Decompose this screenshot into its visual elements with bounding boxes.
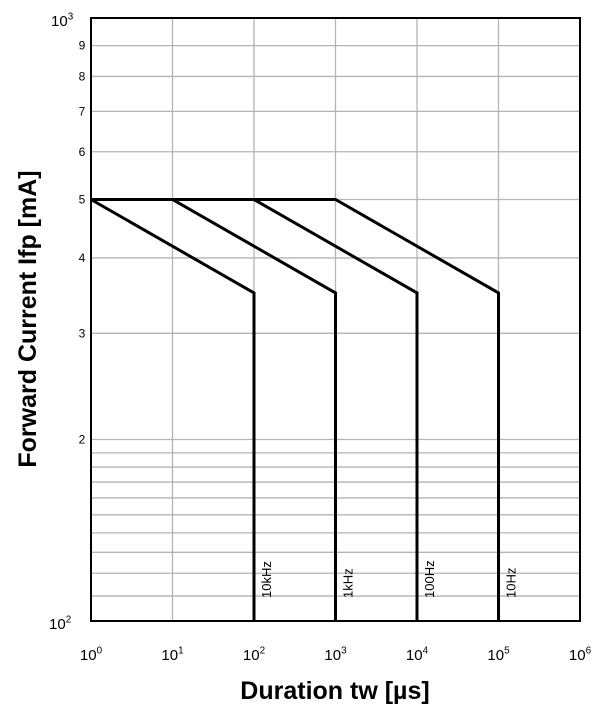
y-axis-label: Forward Current Ifp [mA] [14, 170, 42, 467]
y-tick-label: 6 [79, 145, 86, 159]
x-tick-label: 105 [487, 645, 510, 664]
x-tick-label: 104 [406, 645, 429, 664]
x-tick-label-base: 10 [569, 647, 586, 664]
series-lines [90, 198, 500, 621]
y-tick-label-min-exponent: 2 [66, 614, 72, 625]
y-tick-label: 8 [79, 69, 86, 83]
y-tick-label-min-base: 10 [49, 616, 66, 633]
series-label-1khz: 1kHz [341, 568, 356, 598]
x-tick-label: 102 [243, 645, 265, 664]
y-tick-label: 2 [79, 432, 86, 446]
y-tick-label: 3 [79, 326, 86, 340]
plot-frame [90, 17, 581, 622]
y-tick-label-max-base: 10 [51, 13, 68, 30]
x-tick-label-base: 10 [487, 647, 504, 664]
series-label-10hz: 10Hz [504, 568, 519, 598]
x-tick-label: 103 [324, 645, 347, 664]
x-tick-label-exponent: 1 [178, 645, 184, 656]
x-tick-label-exponent: 2 [260, 645, 266, 656]
series-line-10hz [91, 198, 500, 621]
y-tick-label: 4 [79, 251, 86, 265]
x-tick-label-base: 10 [243, 647, 260, 664]
series-line-10khz [90, 198, 256, 621]
series-label-10khz: 10kHz [259, 561, 274, 598]
x-tick-label: 100 [80, 645, 103, 664]
x-tick-label-exponent: 5 [504, 645, 510, 656]
y-tick-label-max: 103 [51, 11, 74, 30]
y-tick-label-min: 102 [49, 614, 71, 633]
series-labels: 10kHz 1kHz 100Hz 10Hz [259, 560, 519, 598]
x-tick-label-base: 10 [406, 647, 423, 664]
x-tick-label: 101 [161, 645, 184, 664]
series-label-100hz: 100Hz [422, 560, 437, 598]
x-tick-label-exponent: 0 [97, 645, 103, 656]
series-line-1khz [91, 198, 337, 621]
x-tick-label-base: 10 [80, 647, 97, 664]
x-tick-label-base: 10 [161, 647, 178, 664]
x-tick-labels: 100 101 102 103 104 105 106 [80, 645, 592, 664]
x-tick-label: 106 [569, 645, 592, 664]
x-tick-label-exponent: 3 [341, 645, 347, 656]
y-tick-label-max-exponent: 3 [68, 11, 74, 22]
y-tick-label: 5 [79, 193, 86, 207]
x-tick-label-exponent: 4 [423, 645, 429, 656]
y-tick-label: 9 [79, 39, 86, 53]
y-tick-label: 7 [79, 104, 86, 118]
x-tick-label-base: 10 [324, 647, 341, 664]
x-tick-label-exponent: 6 [586, 645, 592, 656]
x-axis-label: Duration tw [µs] [240, 677, 429, 705]
